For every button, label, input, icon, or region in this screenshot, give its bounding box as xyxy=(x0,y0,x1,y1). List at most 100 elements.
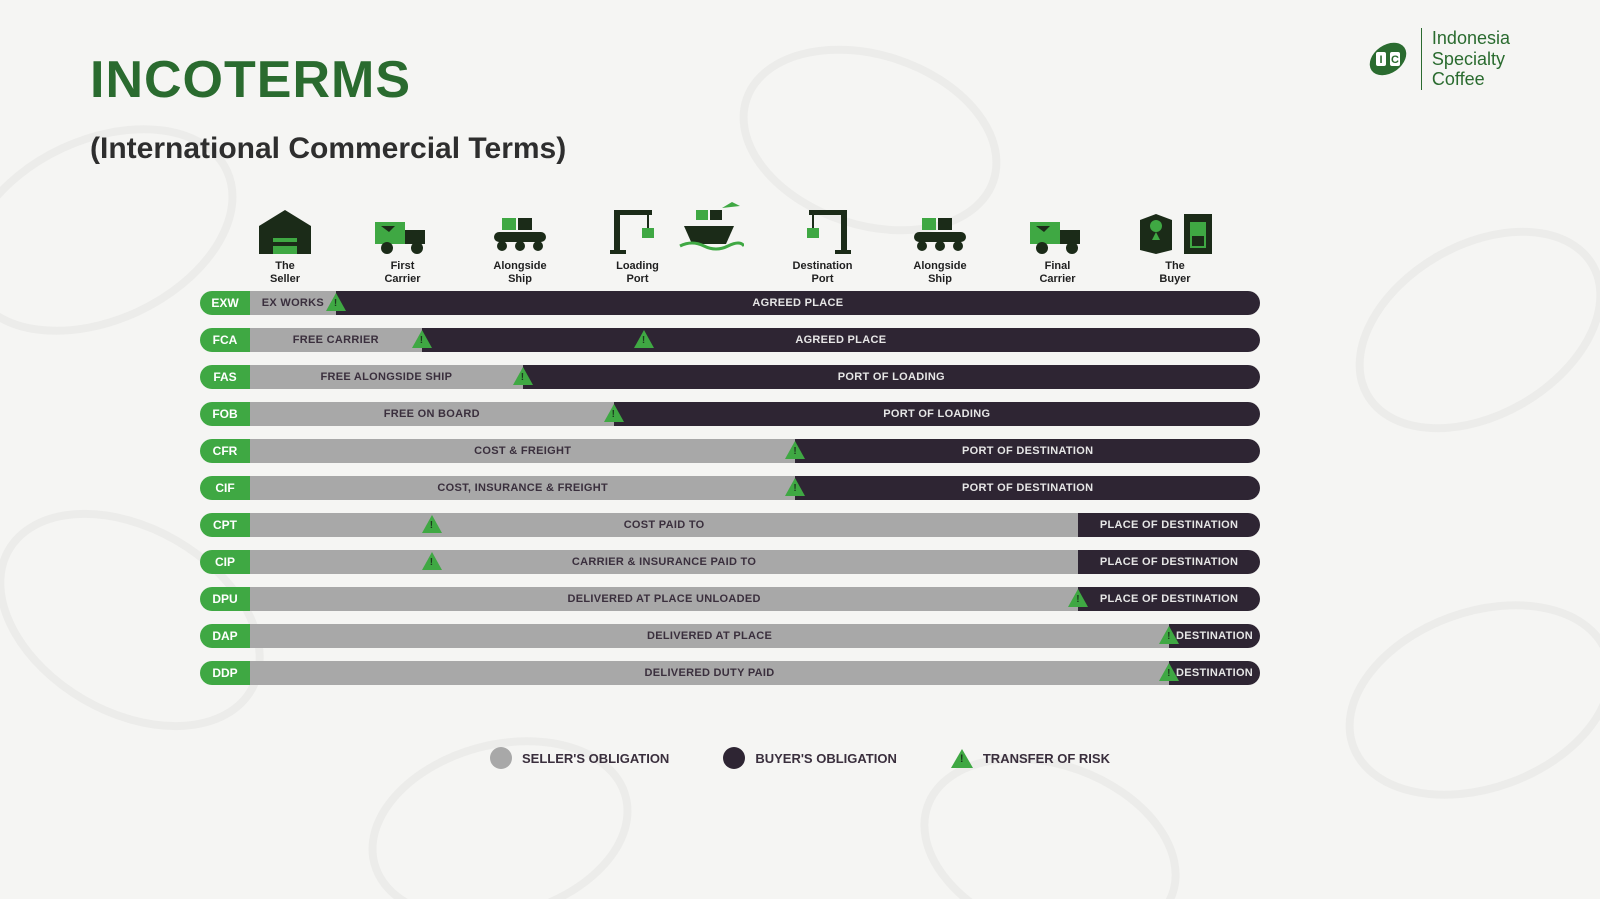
buyer-segment: PORT OF DESTINATION xyxy=(795,439,1260,463)
brand-text: Indonesia Specialty Coffee xyxy=(1421,28,1510,90)
obligation-bar: EX WORKSAGREED PLACE xyxy=(250,291,1260,315)
legend: SELLER'S OBLIGATION BUYER'S OBLIGATION T… xyxy=(0,747,1600,769)
incoterm-code: DPU xyxy=(200,587,250,611)
obligation-bar: FREE CARRIERAGREED PLACE xyxy=(250,328,1260,352)
seller-segment: COST PAID TO xyxy=(250,513,1078,537)
risk-marker-icon xyxy=(634,330,654,348)
stage-destination-port: DestinationPort xyxy=(778,200,868,285)
incoterm-code: EXW xyxy=(200,291,250,315)
incoterm-code: CIP xyxy=(200,550,250,574)
incoterm-code: DDP xyxy=(200,661,250,685)
buyer-segment: PORT OF LOADING xyxy=(614,402,1260,426)
incoterm-row: EXWEX WORKSAGREED PLACE xyxy=(200,291,1260,315)
incoterm-row: DAPDELIVERED AT PLACEDESTINATION xyxy=(200,624,1260,648)
seller-segment: FREE ON BOARD xyxy=(250,402,614,426)
dot-icon xyxy=(490,747,512,769)
conveyor-icon xyxy=(488,212,552,256)
seller-segment: CARRIER & INSURANCE PAID TO xyxy=(250,550,1078,574)
warehouse-icon xyxy=(255,206,315,256)
incoterm-row: CIPCARRIER & INSURANCE PAID TOPLACE OF D… xyxy=(200,550,1260,574)
risk-marker-icon xyxy=(1159,626,1179,644)
incoterm-code: FCA xyxy=(200,328,250,352)
buyer-segment: PORT OF DESTINATION xyxy=(795,476,1260,500)
obligation-bar: FREE ON BOARDPORT OF LOADING xyxy=(250,402,1260,426)
legend-buyer: BUYER'S OBLIGATION xyxy=(723,747,897,769)
incoterm-row: CPTCOST PAID TOPLACE OF DESTINATION xyxy=(200,513,1260,537)
coffee-bean-icon: I C xyxy=(1365,36,1411,82)
door-icon xyxy=(1182,210,1214,256)
incoterm-code: DAP xyxy=(200,624,250,648)
dot-icon xyxy=(723,747,745,769)
seller-segment: FREE CARRIER xyxy=(250,328,422,352)
stage-alongside-ship-src: AlongsideShip xyxy=(475,200,565,285)
risk-marker-icon xyxy=(412,330,432,348)
ship-icon xyxy=(674,196,744,252)
incoterm-code: CFR xyxy=(200,439,250,463)
obligation-bar: CARRIER & INSURANCE PAID TOPLACE OF DEST… xyxy=(250,550,1260,574)
crane-icon xyxy=(791,204,855,256)
incoterm-row: FCAFREE CARRIERAGREED PLACE xyxy=(200,328,1260,352)
risk-marker-icon xyxy=(513,367,533,385)
svg-text:C: C xyxy=(1391,54,1399,66)
conveyor-icon xyxy=(908,212,972,256)
risk-marker-icon xyxy=(785,478,805,496)
incoterm-rows: EXWEX WORKSAGREED PLACEFCAFREE CARRIERAG… xyxy=(200,291,1260,685)
seller-segment: DELIVERED AT PLACE UNLOADED xyxy=(250,587,1078,611)
brand-logo: I C Indonesia Specialty Coffee xyxy=(1365,28,1510,90)
page-title: INCOTERMS xyxy=(90,50,566,110)
incoterm-code: CIF xyxy=(200,476,250,500)
risk-marker-icon xyxy=(604,404,624,422)
obligation-bar: COST, INSURANCE & FREIGHTPORT OF DESTINA… xyxy=(250,476,1260,500)
buyer-segment: PLACE OF DESTINATION xyxy=(1078,513,1260,537)
stage-seller: TheSeller xyxy=(240,200,330,285)
triangle-icon xyxy=(951,749,973,768)
truck-icon xyxy=(371,212,435,256)
stage-first-carrier: FirstCarrier xyxy=(358,200,448,285)
risk-marker-icon xyxy=(785,441,805,459)
buyer-segment: PLACE OF DESTINATION xyxy=(1078,587,1260,611)
seller-segment: EX WORKS xyxy=(250,291,336,315)
incoterm-row: CIFCOST, INSURANCE & FREIGHTPORT OF DEST… xyxy=(200,476,1260,500)
buyer-segment: PLACE OF DESTINATION xyxy=(1078,550,1260,574)
page-subtitle: (International Commercial Terms) xyxy=(90,132,566,166)
legend-risk: TRANSFER OF RISK xyxy=(951,747,1110,769)
stage-alongside-ship-dst: AlongsideShip xyxy=(895,200,985,285)
obligation-bar: COST PAID TOPLACE OF DESTINATION xyxy=(250,513,1260,537)
header: INCOTERMS (International Commercial Term… xyxy=(90,50,566,166)
stage-loading-port: LoadingPort xyxy=(593,200,683,285)
seller-segment: FREE ALONGSIDE SHIP xyxy=(250,365,523,389)
seller-segment: DELIVERED DUTY PAID xyxy=(250,661,1169,685)
risk-marker-icon xyxy=(422,552,442,570)
incoterm-row: DDPDELIVERED DUTY PAIDDESTINATION xyxy=(200,661,1260,685)
buyer-segment: PORT OF LOADING xyxy=(523,365,1260,389)
svg-text:I: I xyxy=(1379,54,1382,66)
buyer-segment: DESTINATION xyxy=(1169,624,1260,648)
incoterm-code: FAS xyxy=(200,365,250,389)
buyer-segment: AGREED PLACE xyxy=(336,291,1260,315)
obligation-bar: DELIVERED AT PLACEDESTINATION xyxy=(250,624,1260,648)
obligation-bar: DELIVERED DUTY PAIDDESTINATION xyxy=(250,661,1260,685)
buyer-segment: AGREED PLACE xyxy=(422,328,1260,352)
incoterm-code: CPT xyxy=(200,513,250,537)
seller-segment: COST, INSURANCE & FREIGHT xyxy=(250,476,795,500)
legend-seller: SELLER'S OBLIGATION xyxy=(490,747,669,769)
incoterms-chart: TheSeller FirstCarrier AlongsideShip Loa… xyxy=(200,200,1260,698)
risk-marker-icon xyxy=(326,293,346,311)
obligation-bar: COST & FREIGHTPORT OF DESTINATION xyxy=(250,439,1260,463)
seller-segment: DELIVERED AT PLACE xyxy=(250,624,1169,648)
obligation-bar: DELIVERED AT PLACE UNLOADEDPLACE OF DEST… xyxy=(250,587,1260,611)
stage-final-carrier: FinalCarrier xyxy=(1013,200,1103,285)
obligation-bar: FREE ALONGSIDE SHIPPORT OF LOADING xyxy=(250,365,1260,389)
incoterm-row: FASFREE ALONGSIDE SHIPPORT OF LOADING xyxy=(200,365,1260,389)
truck-icon xyxy=(1026,212,1090,256)
risk-marker-icon xyxy=(422,515,442,533)
incoterm-row: DPUDELIVERED AT PLACE UNLOADEDPLACE OF D… xyxy=(200,587,1260,611)
map-pin-icon xyxy=(1136,210,1176,256)
crane-icon xyxy=(606,204,670,256)
incoterm-code: FOB xyxy=(200,402,250,426)
incoterm-row: FOBFREE ON BOARDPORT OF LOADING xyxy=(200,402,1260,426)
buyer-segment: DESTINATION xyxy=(1169,661,1260,685)
seller-segment: COST & FREIGHT xyxy=(250,439,795,463)
risk-marker-icon xyxy=(1068,589,1088,607)
incoterm-row: CFRCOST & FREIGHTPORT OF DESTINATION xyxy=(200,439,1260,463)
